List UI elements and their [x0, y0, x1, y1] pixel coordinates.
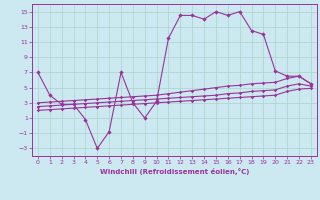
X-axis label: Windchill (Refroidissement éolien,°C): Windchill (Refroidissement éolien,°C): [100, 168, 249, 175]
